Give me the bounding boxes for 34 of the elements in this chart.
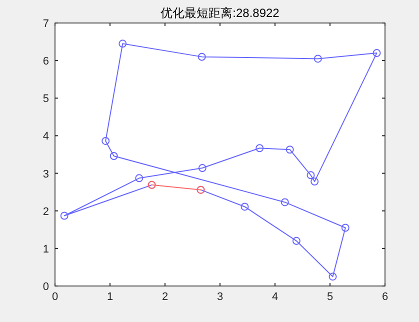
x-tick-label: 3 xyxy=(216,291,224,303)
point xyxy=(286,146,294,154)
x-tick-label: 4 xyxy=(272,291,278,303)
y-tick-label: 2 xyxy=(42,206,49,218)
point xyxy=(110,152,118,160)
x-tick-label: 6 xyxy=(382,291,388,303)
point xyxy=(256,144,264,152)
point xyxy=(372,49,381,58)
y-tick-label: 1 xyxy=(42,243,49,256)
point xyxy=(240,202,249,211)
point xyxy=(306,171,315,180)
y-tick-label: 3 xyxy=(42,168,49,180)
x-tick-label: 1 xyxy=(106,291,114,303)
chart-title: 优化最短距离:28.8922 xyxy=(160,6,280,20)
point xyxy=(280,198,289,206)
point xyxy=(328,272,337,281)
point xyxy=(310,178,319,186)
y-tick-label: 4 xyxy=(42,130,49,143)
point xyxy=(198,52,206,61)
y-tick-label: 0 xyxy=(42,281,49,293)
point xyxy=(60,212,68,220)
x-tick-label: 5 xyxy=(326,291,334,303)
y-tick-label: 5 xyxy=(42,93,49,106)
point xyxy=(102,136,110,145)
y-tick-label: 7 xyxy=(42,18,49,30)
point xyxy=(292,236,300,245)
point xyxy=(341,224,350,232)
x-tick-label: 0 xyxy=(52,291,58,303)
point xyxy=(118,40,127,48)
point xyxy=(198,164,206,172)
point xyxy=(314,54,322,63)
x-tick-label: 2 xyxy=(162,291,168,303)
y-tick-label: 6 xyxy=(42,56,49,68)
point xyxy=(135,174,144,182)
